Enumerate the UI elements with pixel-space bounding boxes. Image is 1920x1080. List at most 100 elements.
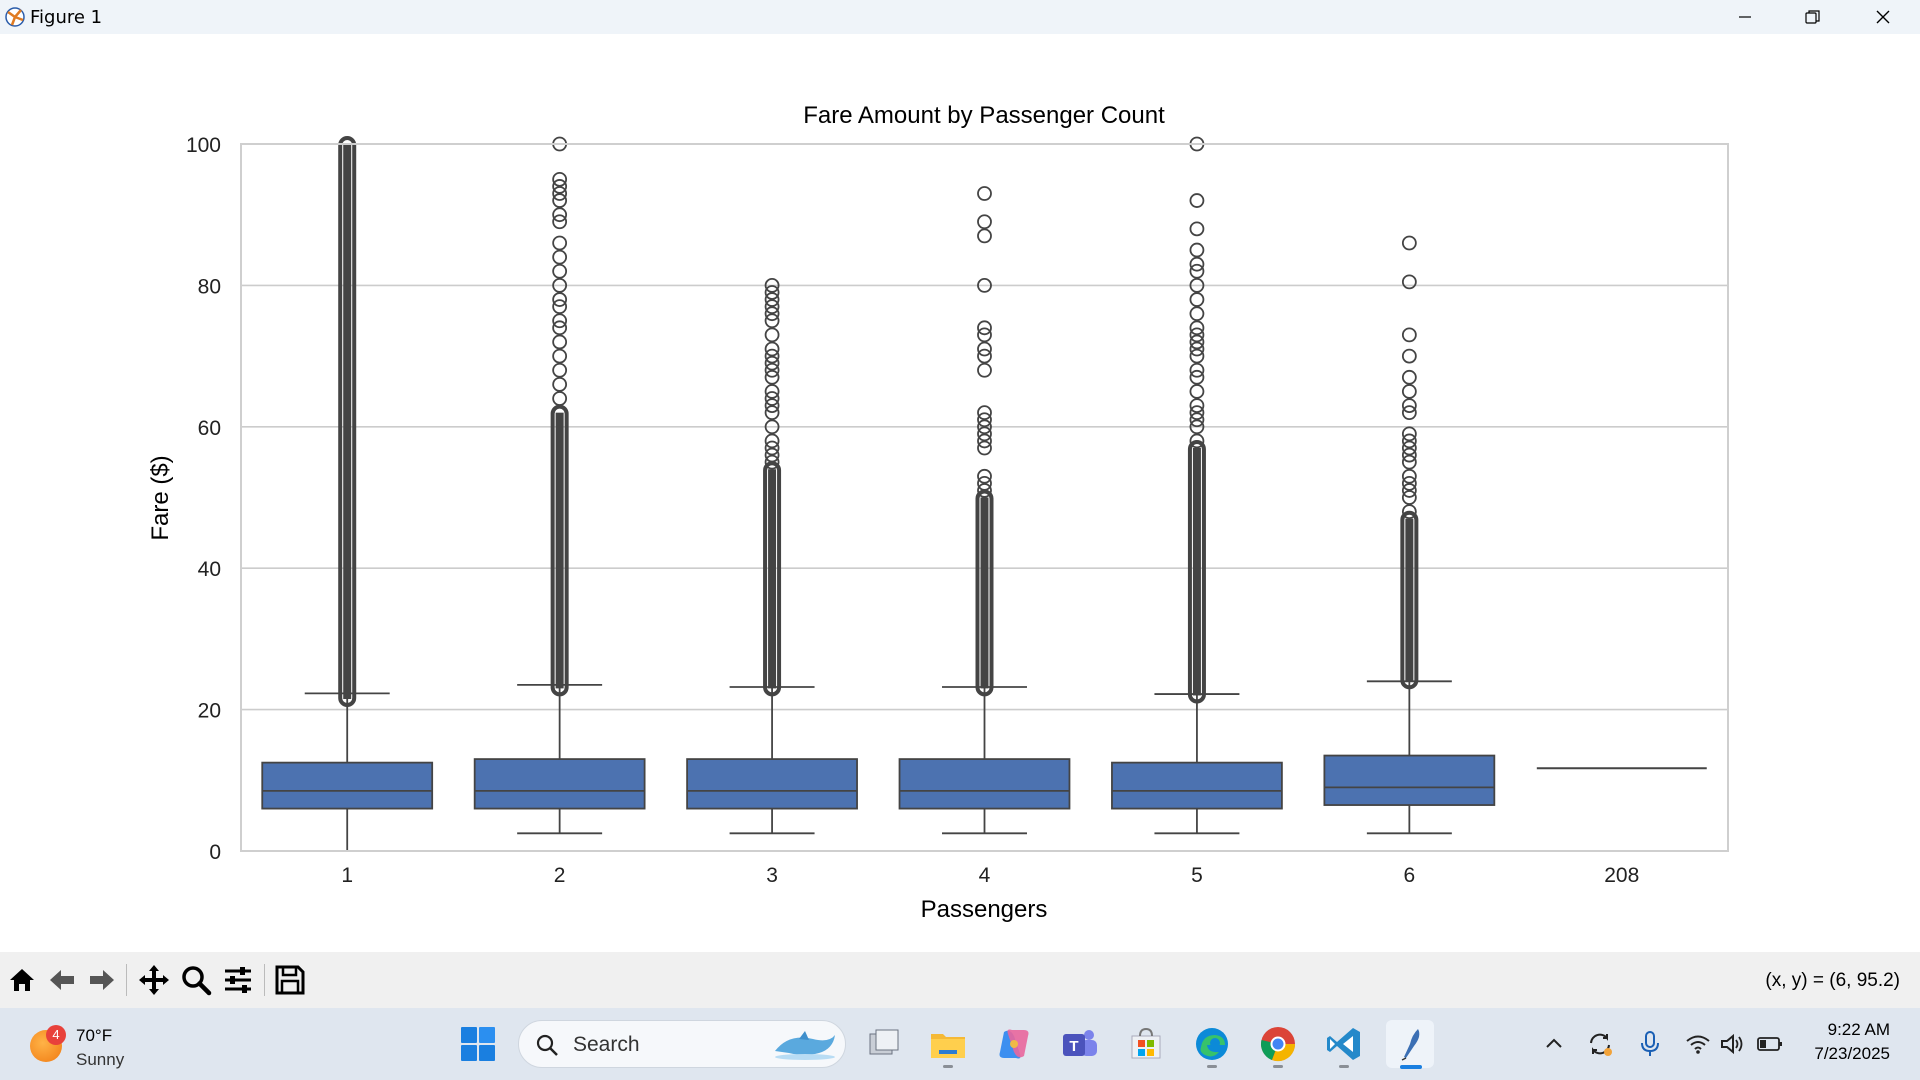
outlier-point — [552, 235, 568, 251]
task-view-button[interactable] — [860, 1020, 908, 1068]
copilot-button[interactable] — [990, 1020, 1038, 1068]
outlier-point — [764, 391, 780, 406]
outlier-point — [1189, 362, 1205, 378]
outlier-point — [1401, 426, 1417, 442]
battery-button[interactable] — [1756, 1030, 1784, 1058]
plot-frame — [240, 143, 1729, 852]
store-icon — [1131, 1027, 1161, 1059]
configure-icon — [225, 967, 251, 993]
outlier-point — [1189, 341, 1205, 357]
outlier-point — [1189, 384, 1205, 399]
wifi-button[interactable] — [1684, 1030, 1712, 1058]
outlier-point — [552, 313, 568, 329]
pan-icon — [139, 965, 169, 995]
outlier-point — [1189, 412, 1205, 428]
x-tick-label: 1 — [341, 864, 353, 887]
outlier-point — [552, 320, 568, 336]
outlier-point — [1189, 221, 1205, 237]
chrome-button[interactable] — [1254, 1020, 1302, 1068]
vscode-button[interactable] — [1320, 1020, 1368, 1068]
x-tick-label: 6 — [1404, 864, 1416, 887]
outlier-point — [977, 483, 992, 498]
edge-button[interactable] — [1188, 1020, 1236, 1068]
outlier-point — [552, 376, 568, 392]
outlier-point — [764, 405, 780, 421]
restore-button[interactable] — [1778, 0, 1848, 34]
pan-button[interactable] — [136, 962, 172, 998]
file-explorer-button[interactable] — [924, 1020, 972, 1068]
outlier-cluster-fill — [1405, 518, 1414, 682]
box-1 — [261, 136, 434, 852]
volume-button[interactable] — [1718, 1030, 1746, 1058]
iqr-box — [1323, 754, 1496, 806]
microphone-icon — [1641, 1031, 1659, 1056]
iqr-box — [261, 761, 434, 810]
task-view-icon — [869, 1029, 899, 1055]
iqr-box — [473, 758, 646, 810]
outlier-point — [977, 440, 992, 456]
zoom-icon — [182, 966, 212, 996]
save-button[interactable] — [272, 962, 308, 998]
window-title: Figure 1 — [30, 7, 103, 28]
teams-button[interactable]: T — [1056, 1020, 1104, 1068]
tray-overflow-button[interactable] — [1540, 1030, 1568, 1058]
sync-status-button[interactable] — [1586, 1030, 1614, 1058]
outlier-cluster — [550, 404, 569, 697]
chart-title: Fare Amount by Passenger Count — [803, 102, 1165, 129]
outlier-point — [764, 384, 780, 399]
store-button[interactable] — [1122, 1020, 1170, 1068]
navigation-toolbar: (x, y) = (6, 95.2) — [0, 952, 1920, 1008]
back-button[interactable] — [44, 962, 80, 998]
zoom-button[interactable] — [178, 962, 214, 998]
taskbar-search[interactable]: Search — [518, 1020, 846, 1068]
toolbar-separator — [126, 964, 127, 996]
outlier-point — [1189, 263, 1205, 279]
outlier-point — [1189, 242, 1205, 258]
weather-temp: 70°F — [76, 1026, 113, 1045]
outlier-point — [552, 249, 568, 265]
outlier-cluster — [1187, 440, 1206, 704]
outlier-point — [977, 426, 992, 442]
forward-button[interactable] — [84, 962, 120, 998]
start-button[interactable] — [460, 1026, 496, 1062]
outlier-point — [977, 348, 992, 364]
configure-button[interactable] — [220, 962, 256, 998]
outlier-point — [1189, 320, 1205, 336]
y-tick-label: 40 — [198, 558, 221, 581]
outlier-point — [1189, 419, 1205, 435]
running-indicator — [1273, 1065, 1283, 1068]
minimize-icon — [1739, 16, 1751, 18]
microphone-button[interactable] — [1636, 1030, 1664, 1058]
y-tick-label: 0 — [209, 841, 221, 864]
app-icon — [5, 7, 25, 27]
box-5 — [1111, 136, 1283, 835]
clock[interactable]: 9:22 AM 7/23/2025 — [1814, 1018, 1890, 1066]
minimize-button[interactable] — [1710, 0, 1780, 34]
outlier-point — [552, 362, 568, 378]
outlier-point — [1401, 433, 1417, 449]
running-indicator — [1207, 1065, 1217, 1068]
outlier-point — [1189, 348, 1205, 364]
running-indicator — [943, 1065, 953, 1068]
outlier-point — [764, 433, 780, 449]
figure-canvas[interactable]: Fare Amount by Passenger Count 0 20 40 60 80… — [0, 34, 1920, 952]
outlier-point — [764, 440, 780, 456]
outlier-point — [1401, 475, 1417, 491]
sync-icon — [1590, 1033, 1612, 1056]
close-button[interactable] — [1848, 0, 1918, 34]
outlier-point — [764, 355, 780, 371]
python-figure-button[interactable] — [1386, 1020, 1434, 1069]
outlier-cluster-fill — [1192, 448, 1201, 696]
outlier-cluster-fill — [980, 497, 989, 689]
outlier-cluster-fill — [768, 469, 777, 689]
outlier-point — [977, 475, 992, 491]
outlier-point — [1189, 398, 1205, 413]
y-tick-label: 100 — [186, 134, 221, 157]
folder-icon — [931, 1034, 965, 1058]
outlier-point — [552, 277, 568, 293]
outlier-point — [764, 454, 780, 470]
home-button[interactable] — [4, 962, 40, 998]
outlier-point — [552, 193, 568, 208]
x-tick-label: 3 — [766, 864, 778, 887]
weather-widget[interactable]: 4 70°F Sunny — [28, 1020, 168, 1069]
